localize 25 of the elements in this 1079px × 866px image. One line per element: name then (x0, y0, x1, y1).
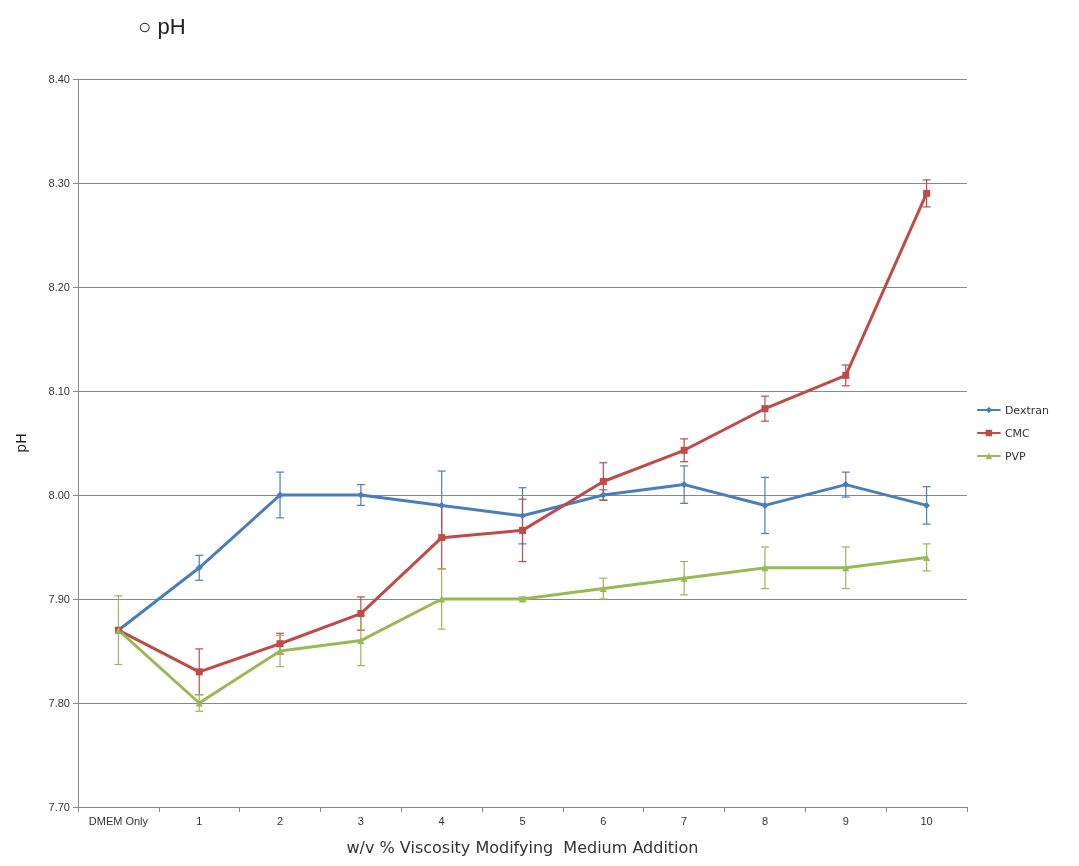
x-tick-label: 1 (196, 814, 203, 827)
x-tick-label: 8 (761, 814, 769, 827)
y-tick-label: 8.00 (48, 489, 70, 501)
y-tick-label: 7.70 (48, 801, 70, 813)
x-tick-label: 9 (842, 814, 849, 827)
x-axis-title: w/v % Viscosity Modifying Medium Addition (346, 837, 699, 857)
y-tick-label: 8.10 (48, 385, 70, 397)
x-tick-label: 5 (519, 814, 526, 827)
y-axis-title: pH (13, 433, 29, 453)
x-tick-label: 7 (681, 814, 688, 827)
x-tick-label: 10 (920, 814, 933, 827)
x-tick-label: 6 (600, 814, 607, 827)
y-tick-label: 8.40 (48, 73, 70, 85)
chart-title: ○ pH (138, 13, 186, 39)
x-tick-label: 4 (438, 814, 445, 827)
legend-label: PVP (1004, 449, 1027, 463)
y-tick-label: 8.20 (48, 281, 70, 293)
y-tick-label: 8.30 (48, 177, 70, 189)
legend-label: Dextran (1004, 403, 1050, 417)
y-tick-label: 7.90 (48, 593, 70, 605)
legend-label: CMC (1004, 426, 1031, 440)
x-tick-label: 3 (357, 814, 364, 827)
x-tick-label: DMEM Only (88, 814, 149, 827)
y-tick-label: 7.80 (48, 697, 70, 709)
x-tick-label: 2 (276, 814, 284, 827)
